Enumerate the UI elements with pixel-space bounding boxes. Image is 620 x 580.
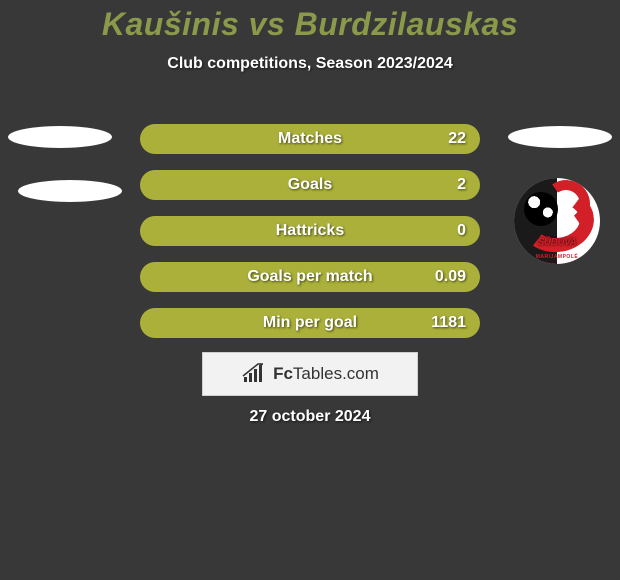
club-badge-city: MARIJAMPOLĖ [514,254,600,260]
bar-chart-icon [241,363,267,385]
stat-row-matches: Matches 22 [140,124,480,154]
brand-suffix: .com [342,364,379,383]
stats-bars: Matches 22 Goals 2 Hattricks 0 Goals per… [140,124,480,354]
stat-value: 0.09 [435,262,466,292]
brand-main: Tables [293,364,342,383]
page-title: Kaušinis vs Burdzilauskas [0,6,620,43]
player-right-avatar-placeholder [508,126,612,148]
stat-row-goals: Goals 2 [140,170,480,200]
stat-value: 22 [448,124,466,154]
stat-value: 2 [457,170,466,200]
club-right-badge: SŪDUVA MARIJAMPOLĖ [514,178,600,264]
stat-label: Hattricks [140,216,480,246]
brand-box: FcTables.com [202,352,418,396]
stat-label: Matches [140,124,480,154]
footer-date: 27 october 2024 [0,408,620,426]
stat-label: Goals [140,170,480,200]
comparison-card: Kaušinis vs Burdzilauskas Club competiti… [0,0,620,580]
page-subtitle: Club competitions, Season 2023/2024 [0,55,620,73]
stat-row-hattricks: Hattricks 0 [140,216,480,246]
stat-row-min-per-goal: Min per goal 1181 [140,308,480,338]
stat-value: 0 [457,216,466,246]
brand-text: FcTables.com [273,364,379,384]
player-left-avatar-placeholder [8,126,112,148]
stat-label: Min per goal [140,308,480,338]
stat-row-goals-per-match: Goals per match 0.09 [140,262,480,292]
club-badge-name: SŪDUVA [514,237,600,248]
stat-label: Goals per match [140,262,480,292]
brand-prefix: Fc [273,364,293,383]
stat-value: 1181 [431,308,466,338]
club-left-badge-placeholder [18,180,122,202]
